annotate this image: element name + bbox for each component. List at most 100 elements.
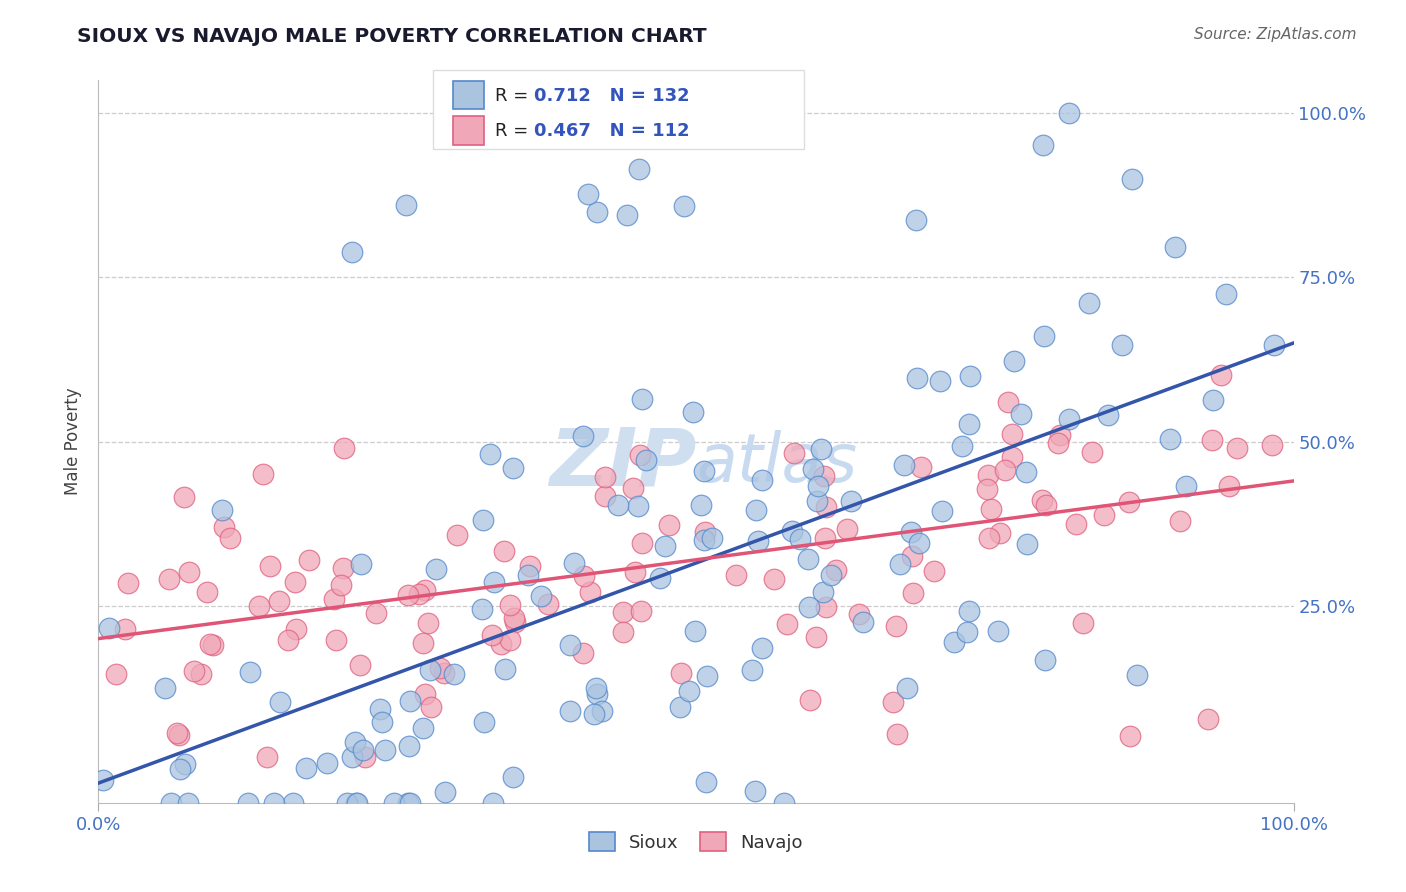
Point bbox=[236, 796, 259, 810]
Point bbox=[295, 761, 318, 775]
Point bbox=[696, 669, 718, 683]
Point bbox=[900, 524, 922, 539]
Point bbox=[562, 556, 585, 570]
Point bbox=[673, 199, 696, 213]
Point bbox=[201, 638, 224, 652]
Point bbox=[658, 517, 681, 532]
Point bbox=[1031, 493, 1053, 508]
Point bbox=[1201, 433, 1223, 447]
Point bbox=[616, 208, 638, 222]
Point bbox=[1126, 668, 1149, 682]
Point bbox=[810, 442, 832, 457]
Point bbox=[516, 568, 538, 582]
Point bbox=[957, 417, 980, 431]
Point bbox=[195, 585, 218, 599]
Point bbox=[1049, 427, 1071, 442]
Point bbox=[284, 575, 307, 590]
Point bbox=[499, 633, 522, 648]
Point bbox=[621, 481, 644, 495]
Point bbox=[503, 615, 526, 629]
Point bbox=[884, 619, 907, 633]
Point bbox=[811, 585, 834, 599]
Point bbox=[1077, 295, 1099, 310]
Point bbox=[773, 796, 796, 810]
Point bbox=[741, 664, 763, 678]
Point bbox=[700, 531, 723, 545]
Point bbox=[901, 586, 924, 600]
Point bbox=[585, 681, 607, 695]
Point bbox=[807, 479, 830, 493]
Point bbox=[374, 743, 396, 757]
Point bbox=[247, 599, 270, 613]
Point bbox=[492, 543, 515, 558]
Point bbox=[350, 557, 373, 571]
Point bbox=[1035, 499, 1057, 513]
Point bbox=[682, 405, 704, 419]
Point bbox=[1261, 438, 1284, 452]
Point bbox=[801, 462, 824, 476]
Point bbox=[298, 553, 321, 567]
Point bbox=[336, 796, 359, 810]
Point bbox=[693, 464, 716, 478]
Point bbox=[200, 637, 222, 651]
Point bbox=[1071, 616, 1094, 631]
Point bbox=[630, 604, 652, 618]
Point bbox=[693, 525, 716, 540]
Point bbox=[1121, 172, 1143, 186]
Point bbox=[416, 615, 439, 630]
Point bbox=[446, 528, 468, 542]
Point bbox=[412, 721, 434, 735]
Text: SIOUX VS NAVAJO MALE POVERTY CORRELATION CHART: SIOUX VS NAVAJO MALE POVERTY CORRELATION… bbox=[77, 27, 707, 45]
Point bbox=[269, 594, 291, 608]
Point bbox=[429, 661, 451, 675]
Point bbox=[824, 563, 846, 577]
Point bbox=[1097, 409, 1119, 423]
Point bbox=[689, 498, 711, 512]
Point bbox=[763, 573, 786, 587]
Point bbox=[481, 628, 503, 642]
Point bbox=[585, 687, 607, 701]
Point bbox=[908, 536, 931, 550]
Point bbox=[586, 205, 609, 219]
Point bbox=[419, 663, 441, 677]
Point bbox=[316, 756, 339, 770]
Point bbox=[1168, 514, 1191, 528]
Point bbox=[212, 520, 235, 534]
Point bbox=[494, 662, 516, 676]
Point bbox=[536, 597, 558, 611]
Point bbox=[747, 533, 769, 548]
Point bbox=[114, 623, 136, 637]
Point bbox=[627, 499, 650, 513]
Point bbox=[256, 749, 278, 764]
Point bbox=[1159, 432, 1181, 446]
Point bbox=[977, 468, 1000, 483]
Point bbox=[893, 458, 915, 472]
Point bbox=[976, 482, 998, 496]
Point bbox=[333, 441, 356, 455]
Point bbox=[159, 796, 181, 810]
Point bbox=[980, 502, 1002, 516]
Point bbox=[789, 532, 811, 546]
Point bbox=[340, 245, 363, 260]
Point bbox=[354, 749, 377, 764]
Point bbox=[479, 447, 502, 461]
Point bbox=[905, 371, 928, 385]
Point bbox=[104, 667, 127, 681]
Point bbox=[957, 604, 980, 618]
Point bbox=[499, 598, 522, 612]
Point bbox=[472, 715, 495, 730]
Point bbox=[612, 625, 634, 640]
Point bbox=[1047, 435, 1070, 450]
Point bbox=[886, 727, 908, 741]
Point bbox=[990, 526, 1012, 541]
Point bbox=[813, 469, 835, 483]
Y-axis label: Male Poverty: Male Poverty bbox=[63, 388, 82, 495]
Point bbox=[1118, 495, 1140, 509]
Point bbox=[776, 616, 799, 631]
Point bbox=[997, 395, 1019, 409]
Point bbox=[1164, 239, 1187, 253]
Point bbox=[277, 632, 299, 647]
Point bbox=[583, 706, 606, 721]
Point bbox=[346, 796, 368, 810]
Point bbox=[1174, 479, 1197, 493]
